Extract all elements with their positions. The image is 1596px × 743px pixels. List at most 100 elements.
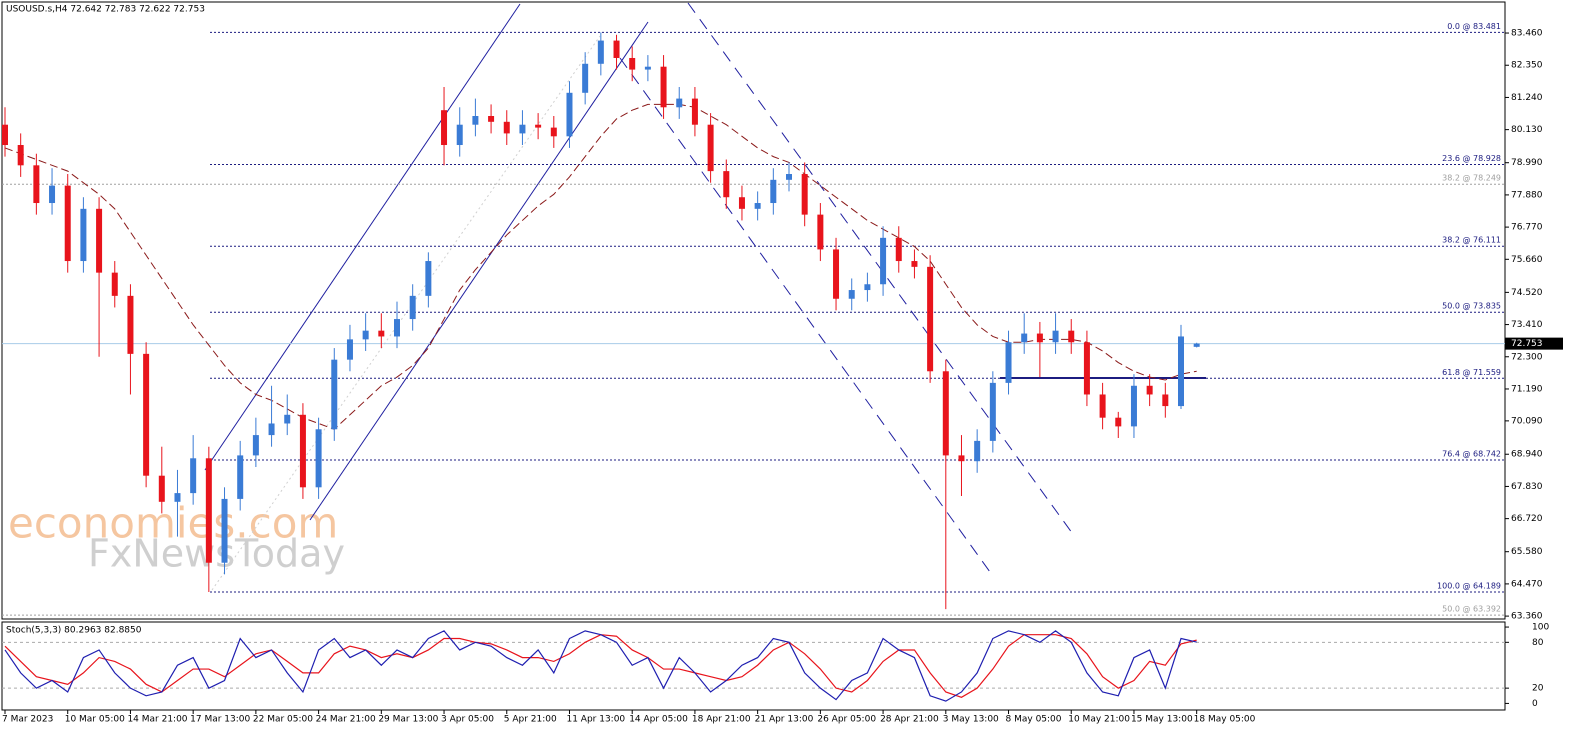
- candle-body: [1115, 417, 1122, 427]
- candle-body: [331, 359, 338, 430]
- candle-body: [441, 110, 448, 146]
- moving-average: [4, 103, 1197, 430]
- candle-body: [394, 319, 400, 337]
- x-tick-label: 7 Mar 2023: [2, 715, 53, 725]
- candle-body: [456, 124, 463, 146]
- fib-label: 38.2 @ 76.111: [1442, 236, 1501, 245]
- y-tick-label: 67.830: [1511, 482, 1543, 492]
- y-tick-label: 82.350: [1511, 61, 1543, 71]
- last-price-box: [1505, 337, 1563, 350]
- candle-body: [174, 493, 181, 502]
- x-tick-label: 18 May 05:00: [1194, 715, 1256, 725]
- x-tick-label: 29 Mar 13:00: [378, 715, 438, 725]
- x-tick-label: 8 May 05:00: [1006, 715, 1062, 725]
- candle-body: [786, 174, 792, 180]
- candle-body: [848, 290, 855, 299]
- chart-header: USOUSD.s,H4 72.642 72.783 72.622 72.753: [6, 5, 205, 15]
- candle-body: [723, 171, 730, 198]
- candle-body: [268, 423, 275, 436]
- candle-body: [660, 66, 667, 108]
- x-tick-label: 14 Apr 05:00: [629, 715, 688, 725]
- y-tick-label: 65.580: [1511, 547, 1543, 557]
- channel-line: [309, 21, 649, 521]
- x-tick-label: 24 Mar 21:00: [316, 715, 376, 725]
- candle-body: [691, 98, 698, 125]
- candle-body: [409, 295, 416, 320]
- candle-body: [958, 455, 965, 462]
- candle-body: [707, 124, 714, 172]
- channel-line: [619, 57, 991, 573]
- candle-body: [362, 330, 369, 340]
- candle-body: [1005, 342, 1012, 383]
- watermark: FxNewsToday: [88, 532, 345, 576]
- stoch-line: [4, 630, 1197, 702]
- candle-body: [80, 208, 87, 262]
- fib-label: 61.8 @ 71.559: [1442, 368, 1501, 377]
- candle-body: [582, 63, 589, 93]
- candle-body: [911, 261, 918, 267]
- candle-body: [738, 197, 745, 209]
- candle-body: [942, 371, 949, 456]
- y-tick-label: 78.990: [1511, 158, 1543, 168]
- candle-body: [252, 435, 259, 456]
- y-tick-label: 66.720: [1511, 514, 1543, 524]
- candle-body: [1036, 333, 1043, 343]
- candle-body: [880, 237, 887, 285]
- price-panel-frame: [1, 1, 1506, 620]
- candle-body: [519, 124, 526, 134]
- candle-body: [1146, 385, 1153, 395]
- candle-body: [974, 440, 981, 462]
- x-tick-label: 14 Mar 21:00: [127, 715, 187, 725]
- candle-body: [425, 261, 432, 296]
- candle-body: [1162, 394, 1169, 407]
- candle-body: [488, 116, 495, 122]
- candle-body: [111, 272, 118, 296]
- candle-body: [190, 458, 197, 494]
- x-tick-label: 10 May 21:00: [1068, 715, 1130, 725]
- fib-label: 50.0 @ 63.392: [1442, 605, 1501, 614]
- candle-body: [1021, 333, 1028, 343]
- candle-body: [833, 249, 840, 299]
- y-tick-label: 77.880: [1511, 190, 1543, 200]
- candle-body: [550, 127, 557, 137]
- y-tick-label: 72.300: [1511, 352, 1543, 362]
- y-tick-label: 100: [1532, 623, 1549, 633]
- x-tick-label: 11 Apr 13:00: [566, 715, 625, 725]
- y-tick-label: 75.660: [1511, 255, 1543, 265]
- candle-body: [299, 414, 306, 488]
- x-tick-label: 15 May 13:00: [1131, 715, 1193, 725]
- x-tick-label: 5 Apr 21:00: [504, 715, 557, 725]
- candle-body: [770, 179, 777, 204]
- candle-body: [1193, 343, 1200, 347]
- fib-label: 50.0 @ 73.835: [1442, 302, 1501, 311]
- candle-body: [472, 116, 479, 125]
- y-tick-label: 81.240: [1511, 93, 1543, 103]
- last-price-label: 72.753: [1511, 339, 1543, 349]
- candle-body: [49, 185, 56, 204]
- candle-body: [1178, 336, 1184, 407]
- y-tick-label: 0: [1532, 699, 1538, 709]
- watermark: economies.com: [8, 499, 338, 548]
- candle-body: [237, 455, 244, 499]
- candle-body: [895, 237, 902, 262]
- candle-body: [864, 284, 871, 291]
- y-tick-label: 20: [1532, 684, 1544, 694]
- y-tick-label: 73.410: [1511, 320, 1543, 330]
- y-tick-label: 71.190: [1511, 384, 1543, 394]
- candle-body: [158, 475, 165, 502]
- y-tick-label: 64.470: [1511, 579, 1543, 589]
- y-tick-label: 80.130: [1511, 125, 1543, 135]
- candle-body: [1130, 385, 1137, 427]
- fib-label: 76.4 @ 68.742: [1442, 449, 1501, 458]
- candle-body: [33, 165, 40, 204]
- x-tick-label: 26 Apr 05:00: [817, 715, 876, 725]
- y-tick-label: 74.520: [1511, 288, 1543, 298]
- y-tick-label: 70.090: [1511, 416, 1543, 426]
- x-tick-label: 3 Apr 05:00: [441, 715, 494, 725]
- candle-body: [17, 145, 24, 166]
- fib-label: 0.0 @ 83.481: [1447, 22, 1501, 31]
- candle-body: [96, 208, 103, 273]
- x-tick-label: 28 Apr 21:00: [880, 715, 939, 725]
